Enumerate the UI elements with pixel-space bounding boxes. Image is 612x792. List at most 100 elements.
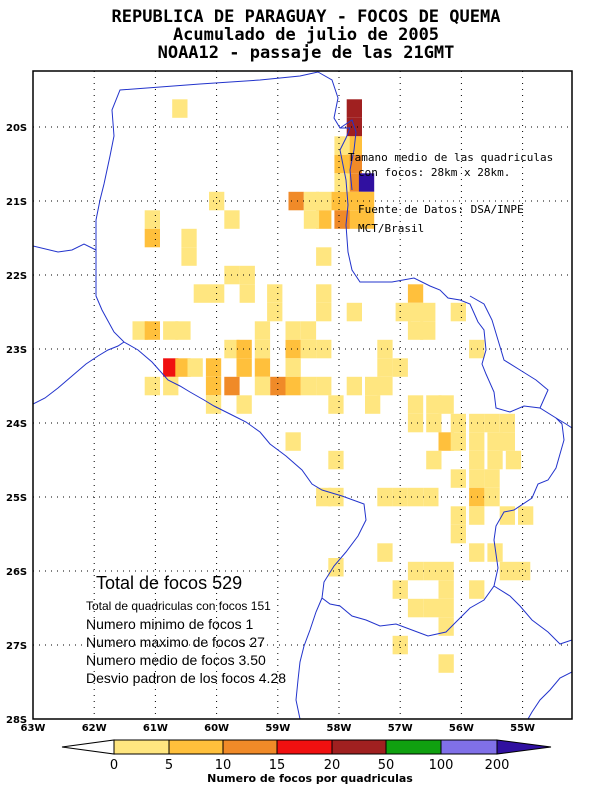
fire-cell: [316, 487, 332, 507]
fire-cell: [407, 598, 424, 618]
fire-cell: [469, 543, 485, 562]
fire-cell: [346, 99, 362, 118]
fire-cell: [358, 210, 375, 229]
fire-cell: [423, 487, 439, 507]
brazil-river: [339, 119, 357, 191]
paraguay-border: [95, 71, 565, 637]
latitude-label: 21S: [6, 197, 27, 208]
fire-cell: [426, 450, 442, 470]
fire-cell: [395, 302, 411, 322]
fire-cell: [285, 321, 301, 340]
stat-cells: Total de quadriculas con focos 151: [86, 599, 271, 613]
fire-cell: [450, 432, 466, 451]
fire-cell: [270, 376, 286, 396]
legend-tick-label: 20: [324, 758, 341, 773]
bolivia-west-border: [33, 243, 97, 253]
fire-cell: [328, 487, 344, 507]
fire-cell: [205, 358, 222, 377]
fire-grid-cells: [132, 99, 534, 673]
fire-cell: [267, 284, 283, 303]
fire-cell: [505, 450, 522, 470]
fire-cell: [346, 191, 362, 211]
fire-cell: [239, 265, 255, 285]
legend-tick-label: 5: [165, 758, 173, 773]
fire-cell: [316, 376, 332, 396]
fire-cell: [254, 376, 271, 396]
legend-title: Numero de focos por quadriculas: [207, 772, 413, 785]
fire-cell: [420, 321, 436, 340]
fire-cell: [224, 210, 240, 229]
fire-cell: [267, 302, 283, 322]
fire-cell: [300, 339, 317, 359]
fire-cell: [303, 210, 320, 229]
grid-size-note-line-2: con focos: 28km x 28km.: [358, 166, 510, 179]
latitude-label: 27S: [6, 641, 27, 652]
fire-cell: [285, 376, 301, 396]
fire-cell: [132, 321, 148, 340]
map-title-line-1: REPUBLICA DE PARAGUAY - FOCOS DE QUEMA: [111, 7, 501, 27]
fire-cell: [426, 395, 442, 414]
legend-tick-label: 15: [269, 758, 286, 773]
fire-cell: [316, 191, 332, 211]
fire-cell: [300, 321, 317, 340]
fire-cell: [328, 558, 344, 577]
fire-cell: [469, 413, 485, 433]
fire-cell: [316, 247, 332, 266]
fire-cell: [377, 339, 393, 359]
fire-cell: [205, 395, 222, 414]
longitude-label: 56W: [449, 723, 474, 734]
fire-cell: [205, 376, 222, 396]
legend-color-box: [276, 739, 333, 755]
fire-cell: [420, 302, 436, 322]
map-title-line-2: Acumulado de julio de 2005: [172, 25, 440, 45]
longitude-label: 59W: [265, 723, 290, 734]
longitude-label: 61W: [143, 723, 168, 734]
fire-cell: [450, 302, 466, 322]
fire-cell: [377, 487, 393, 507]
legend-color-box: [222, 739, 278, 755]
fire-cell: [377, 358, 393, 377]
longitude-labels: 63W 62W 61W 60W 59W 58W 57W 56W 55W: [21, 723, 536, 734]
fire-cell: [407, 487, 424, 507]
fire-cell: [328, 395, 344, 414]
fire-cell: [450, 524, 466, 544]
fire-cell: [303, 191, 320, 211]
graticule: [33, 71, 572, 719]
stat-std: Desvio padron de los focos 4.28: [86, 670, 286, 686]
fire-cell: [438, 432, 454, 451]
fire-cell: [236, 395, 252, 414]
fire-cell: [316, 284, 332, 303]
fire-cell: [328, 450, 344, 470]
fire-cell: [426, 413, 442, 433]
fire-cell: [484, 487, 500, 507]
fire-cell: [144, 228, 160, 248]
stat-mean: Numero medio de focos 3.50: [86, 652, 266, 668]
stat-min: Numero minimo de focos 1: [86, 616, 254, 632]
fire-cell: [181, 228, 197, 248]
latitude-label: 22S: [6, 271, 27, 282]
fire-cell: [450, 469, 466, 488]
fire-cell: [163, 376, 179, 396]
latitude-label: 24S: [6, 419, 27, 430]
fire-cell: [518, 506, 534, 525]
country-borders: [33, 71, 572, 719]
fire-cell: [175, 358, 191, 377]
fire-cell: [469, 339, 485, 359]
legend-tick-label: 200: [485, 758, 510, 773]
map-title-line-3: NOAA12 - passaje de las 21GMT: [157, 43, 455, 63]
latitude-label: 23S: [6, 345, 27, 356]
longitude-label: 63W: [21, 723, 46, 734]
fire-cell: [487, 543, 503, 562]
fire-cell: [407, 302, 424, 322]
fire-cell: [316, 302, 332, 322]
brazil-east-border: [469, 295, 549, 409]
fire-cell: [144, 321, 160, 340]
fire-cell: [209, 191, 225, 211]
parana-river-east: [555, 417, 572, 429]
fire-cell: [172, 99, 188, 118]
fire-cell: [377, 543, 393, 562]
fire-cell: [469, 506, 485, 525]
fire-cell: [334, 154, 350, 174]
fire-cell: [181, 247, 197, 266]
